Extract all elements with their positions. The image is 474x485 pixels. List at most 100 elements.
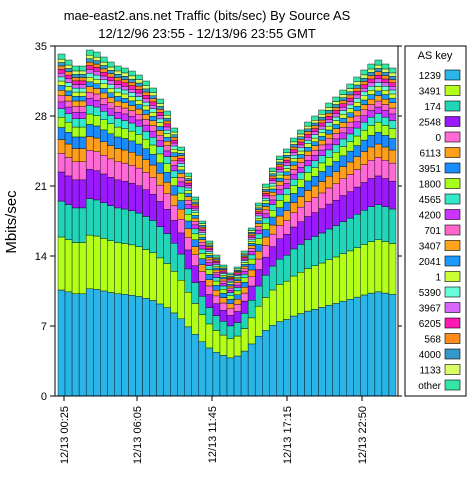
bar-segment-6113 [156, 173, 164, 186]
bar-segment-1239 [346, 299, 354, 397]
bar-segment-174 [388, 208, 397, 244]
legend-label: 6205 [419, 319, 442, 330]
bar-segment-3951 [276, 207, 284, 217]
bar-segment-1239 [149, 300, 157, 397]
bar-segment-1 [339, 113, 347, 119]
bar-segment-4000 [184, 178, 192, 182]
bar-segment-3491 [283, 280, 291, 320]
bar-segment-3491 [78, 242, 87, 294]
legend-swatch [444, 209, 461, 220]
bar-segment-3951 [177, 200, 185, 210]
bar-segment-3967 [191, 207, 200, 211]
stacked-bar [85, 49, 94, 397]
bar-segment-1 [219, 275, 228, 278]
bar-segment-3407 [107, 97, 115, 103]
bar-segment-6113 [219, 297, 228, 304]
bar-segment-other [233, 266, 242, 270]
bar-segment-4200 [107, 108, 115, 116]
bar-segment-3407 [78, 100, 87, 107]
bar-segment-4000 [290, 144, 298, 148]
bar-segment-1239 [107, 292, 115, 397]
bar-segment-3491 [276, 284, 284, 322]
bar-segment-1239 [85, 288, 94, 397]
bar-segment-6205 [240, 257, 249, 260]
bar-segment-2041 [135, 104, 143, 110]
bar-segment-1 [226, 282, 235, 285]
bar-segment-5390 [247, 239, 256, 242]
stacked-bar [78, 65, 87, 397]
bar-segment-3491 [339, 253, 347, 302]
bar-segment-4200 [156, 140, 164, 147]
bar-segment-0 [191, 254, 200, 266]
bar-segment-6113 [142, 159, 150, 173]
bar-segment-3407 [290, 165, 298, 170]
bar-segment-4200 [142, 124, 150, 132]
bar-segment-3491 [233, 335, 242, 357]
bar-segment-1239 [269, 325, 277, 397]
bar-segment-701 [57, 95, 66, 103]
bar-segment-2041 [247, 243, 256, 247]
bar-segment-1800 [71, 126, 80, 138]
bar-segment-4200 [149, 130, 157, 138]
bar-segment-2041 [311, 141, 319, 146]
bar-segment-6113 [226, 303, 235, 309]
bar-segment-4000 [304, 128, 312, 132]
bar-segment-568 [269, 175, 277, 179]
bar-segment-3967 [149, 105, 157, 109]
bar-segment-2548 [262, 256, 270, 276]
bar-segment-4000 [85, 58, 94, 63]
bar-segment-6113 [233, 299, 242, 305]
bar-segment-3491 [57, 236, 66, 291]
bar-segment-1800 [85, 113, 94, 125]
bar-segment-3951 [240, 281, 249, 288]
bar-segment-1133 [121, 72, 129, 77]
bar-segment-6205 [290, 149, 298, 153]
bar-segment-174 [262, 274, 270, 298]
bar-segment-174 [78, 207, 87, 243]
bar-segment-5390 [128, 92, 136, 97]
bar-segment-6205 [184, 182, 192, 186]
bar-segment-3407 [163, 141, 171, 146]
bar-segment-4565 [177, 186, 185, 194]
bar-segment-1 [198, 234, 207, 238]
bar-segment-3951 [332, 161, 340, 172]
bar-segment-3407 [325, 133, 333, 139]
plot-area [57, 49, 397, 397]
bar-segment-2041 [297, 154, 305, 159]
bar-segment-1800 [226, 295, 235, 300]
bar-segment-1239 [325, 304, 333, 397]
bar-segment-0 [311, 196, 319, 213]
bar-segment-1800 [64, 121, 73, 133]
bar-segment-6205 [93, 67, 101, 72]
bar-segment-3967 [388, 86, 397, 91]
bar-segment-3407 [269, 191, 277, 197]
bar-segment-1 [107, 88, 115, 93]
bar-segment-2548 [128, 182, 136, 211]
bar-segment-4565 [212, 277, 221, 282]
bar-segment-4565 [142, 131, 150, 140]
bar-segment-701 [304, 155, 312, 161]
bar-segment-3967 [233, 274, 242, 276]
bar-segment-6205 [360, 84, 369, 89]
bar-segment-2041 [388, 97, 397, 103]
bar-segment-3491 [142, 249, 150, 299]
bar-segment-3951 [269, 216, 277, 226]
bar-segment-2548 [283, 234, 291, 256]
bar-segment-1133 [247, 230, 256, 233]
bar-segment-6205 [332, 110, 340, 114]
bar-segment-174 [170, 243, 178, 272]
bar-segment-6113 [107, 145, 115, 160]
bar-segment-3967 [339, 106, 347, 111]
bar-segment-1239 [191, 334, 200, 397]
bar-segment-701 [233, 282, 242, 286]
bar-segment-0 [262, 245, 270, 258]
bar-segment-4565 [262, 217, 270, 224]
bar-segment-6113 [262, 236, 270, 246]
bar-segment-3951 [71, 136, 80, 149]
bar-segment-0 [254, 258, 263, 270]
bar-segment-3407 [339, 122, 347, 128]
bar-segment-2548 [177, 232, 185, 255]
stacked-bar [212, 254, 221, 397]
legend-label: 5390 [419, 288, 442, 299]
bar-segment-6205 [269, 178, 277, 181]
